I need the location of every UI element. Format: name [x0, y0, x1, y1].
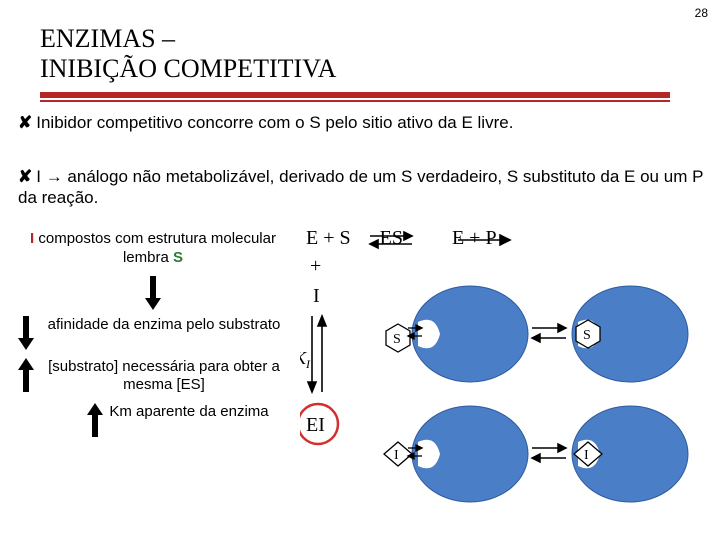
ei-label: EI [306, 414, 325, 436]
page-number: 28 [695, 6, 708, 20]
leftcol-line-3-text: [substrato] necessária para obter a mesm… [40, 358, 288, 396]
x-mark-icon: ✘ [18, 167, 32, 186]
enzyme-with-s: S [386, 286, 528, 382]
title-line-2: INIBIÇÃO COMPETITIVA [40, 54, 336, 83]
arrow-up-icon [18, 358, 34, 392]
equation-text: E + S ES E + P [306, 227, 497, 249]
leftcol-line1-rest: compostos com estrutura molecular lembra [34, 230, 276, 266]
enzyme-s-bound: S [572, 286, 688, 382]
s-letter: S [173, 249, 183, 266]
ki-label: KI [300, 348, 311, 371]
left-column: I compostos com estrutura molecular lemb… [18, 230, 288, 445]
bullet-1-text: Inibidor competitivo concorre com o S pe… [36, 113, 513, 132]
bullet-2: ✘I → análogo não metabolizável, derivado… [18, 166, 706, 209]
bottom-enzyme-equilibrium [532, 444, 566, 462]
reaction-diagram: E + S ES E + P + I KI EI S [300, 224, 705, 524]
arrow-down-icon [145, 276, 161, 310]
arrow-up-icon [87, 403, 103, 437]
svg-text:S: S [393, 332, 401, 347]
vertical-equilibrium [308, 316, 326, 392]
leftcol-line-2: afinidade da enzima pelo substrato [18, 316, 288, 350]
plus-sign: + [310, 255, 321, 277]
svg-text:S: S [583, 328, 591, 343]
leftcol-line-4-text: Km aparente da enzima [109, 403, 268, 422]
leftcol-line-2-text: afinidade da enzima pelo substrato [40, 316, 288, 335]
bullet-2-text: I → análogo não metabolizável, derivado … [18, 167, 703, 207]
title-underline [40, 92, 670, 102]
leftcol-line-1: I compostos com estrutura molecular lemb… [18, 230, 288, 268]
title-line-1: ENZIMAS – [40, 24, 175, 53]
bullet-1: ✘Inibidor competitivo concorre com o S p… [18, 112, 706, 133]
enzyme-i-bound: I [572, 406, 688, 502]
enzyme-with-i: I [384, 406, 528, 502]
svg-text:I: I [584, 448, 589, 463]
svg-text:I: I [394, 448, 399, 463]
leftcol-line-3: [substrato] necessária para obter a mesm… [18, 358, 288, 396]
page-title: ENZIMAS – INIBIÇÃO COMPETITIVA [40, 24, 336, 84]
i-label: I [313, 285, 320, 307]
arrow-down-icon [18, 316, 34, 350]
leftcol-line-4: Km aparente da enzima [18, 403, 288, 437]
x-mark-icon: ✘ [18, 113, 32, 132]
top-enzyme-equilibrium [532, 324, 566, 342]
